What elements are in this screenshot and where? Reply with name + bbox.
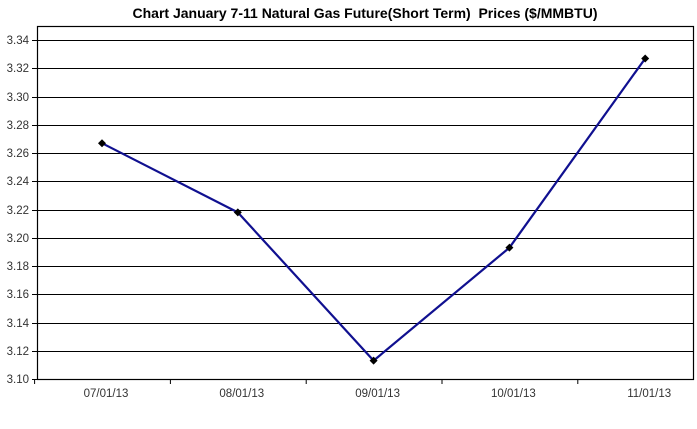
data-point-marker — [233, 208, 242, 217]
y-tick-label: 3.16 — [7, 289, 29, 301]
y-tick-label: 3.26 — [7, 148, 29, 160]
y-tick-label: 3.24 — [7, 176, 30, 188]
data-point-marker — [505, 243, 514, 252]
y-tick-label: 3.22 — [7, 205, 29, 217]
data-point-marker — [98, 139, 106, 148]
y-tick-label: 3.10 — [7, 374, 29, 386]
plot-border — [36, 25, 695, 381]
y-tick-label: 3.12 — [7, 346, 29, 358]
y-tick-label: 3.28 — [7, 120, 29, 132]
x-tick-label: 08/01/13 — [219, 388, 264, 400]
data-point-marker — [641, 54, 650, 63]
y-tick-label: 3.30 — [7, 92, 29, 104]
y-tick-label: 3.14 — [7, 318, 30, 330]
x-tick-label: 10/01/13 — [491, 388, 536, 400]
x-tick-label: 07/01/13 — [84, 388, 129, 400]
y-tick-label: 3.32 — [7, 63, 29, 75]
plot-background — [37, 26, 693, 379]
y-tick-label: 3.34 — [7, 35, 30, 47]
x-tick-label: 09/01/13 — [355, 388, 400, 400]
y-tick-label: 3.18 — [7, 261, 29, 273]
data-point-marker — [369, 356, 378, 365]
y-tick-label: 3.20 — [7, 233, 29, 245]
x-tick-label: 11/01/13 — [627, 388, 671, 400]
chart-title: Chart January 7-11 Natural Gas Future(Sh… — [132, 5, 598, 21]
